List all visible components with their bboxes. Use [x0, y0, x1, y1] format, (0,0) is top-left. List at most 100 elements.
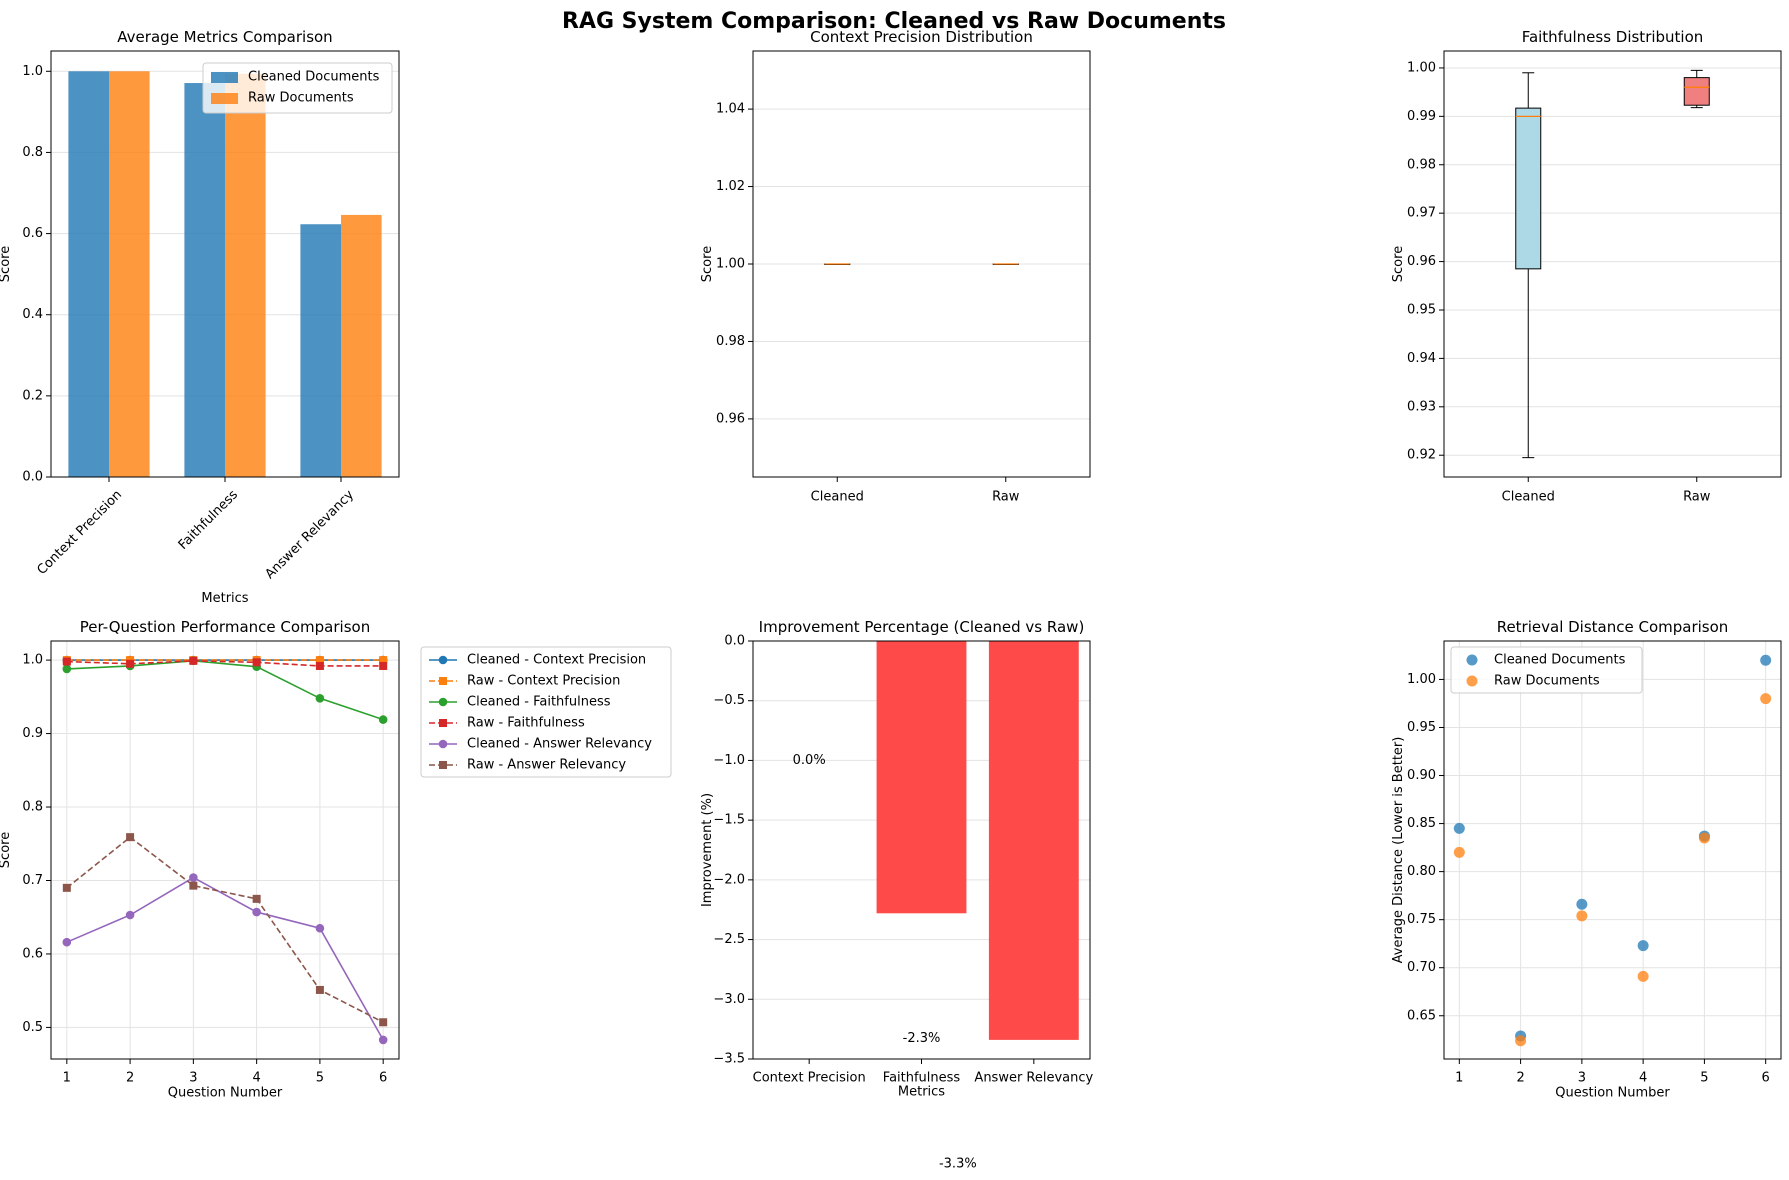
y-tick-label: −2.5 — [713, 932, 745, 947]
y-tick-label: 0.0 — [724, 634, 745, 649]
y-tick-label: 0.97 — [1407, 206, 1436, 221]
point — [438, 739, 448, 749]
y-tick-label: 0.93 — [1407, 399, 1436, 414]
point — [62, 883, 71, 892]
y-tick-label: −3.5 — [713, 1052, 745, 1067]
point — [252, 894, 261, 903]
x-tick-label: 3 — [1578, 1071, 1586, 1086]
y-tick-label: 0.75 — [1407, 912, 1436, 927]
y-tick-label: 0.0 — [22, 470, 43, 485]
chart-improvement-percentage: −3.5 −3.0 −2.5 −2.0 −1.5 −1.0 −0.5 0.0 Improveme… — [700, 618, 1094, 1172]
y-tick-label: 0.98 — [716, 334, 745, 349]
box — [1683, 77, 1710, 106]
point — [379, 656, 388, 665]
y-tick-label: −1.5 — [713, 813, 745, 828]
x-tick-label: 2 — [1516, 1071, 1524, 1086]
series-line — [66, 660, 384, 721]
point — [439, 761, 447, 769]
y-tick-label: 0.6 — [22, 226, 43, 241]
point — [439, 719, 447, 727]
chart-average-metrics: 0.0 0.2 0.4 0.6 0.8 1.0 Average Metrics Compar… — [0, 28, 400, 606]
legend-label: Cleaned - Faithfulness — [467, 695, 611, 710]
x-axis-label: Metrics — [201, 591, 248, 606]
x-tick-label: Context Precision — [34, 487, 125, 578]
chart-title: Improvement Percentage (Cleaned vs Raw) — [759, 618, 1085, 636]
point — [315, 656, 324, 665]
x-tick-label: 4 — [1639, 1071, 1647, 1086]
x-tick-label: 1 — [1455, 1071, 1463, 1086]
bar — [109, 71, 150, 478]
x-tick-label: Answer Relevancy — [262, 487, 357, 582]
bar — [988, 641, 1079, 1040]
plot-frame — [1443, 50, 1782, 478]
y-tick-label: 0.98 — [1407, 157, 1436, 172]
point — [252, 658, 261, 667]
y-tick-label: 0.95 — [1407, 302, 1436, 317]
point — [62, 657, 71, 666]
point — [126, 833, 135, 842]
y-tick-label: −2.0 — [713, 872, 745, 887]
y-axis-label: Score — [0, 832, 13, 868]
y-tick-label: 1.0 — [22, 653, 43, 668]
point — [439, 677, 447, 685]
chart-context-precision-distribution: 0.96 0.98 1.00 1.02 1.04 Context Precision Di… — [700, 28, 1091, 505]
y-tick-label: 1.00 — [1407, 672, 1436, 687]
x-tick-label: 2 — [126, 1071, 134, 1086]
x-tick-label: 5 — [1700, 1071, 1708, 1086]
y-tick-label: 0.94 — [1407, 351, 1436, 366]
y-tick-label: 0.99 — [1407, 109, 1436, 124]
point — [189, 656, 198, 665]
point — [378, 1035, 388, 1045]
legend-marker — [1466, 675, 1478, 687]
chart-retrieval-distance: 0.65 0.70 0.75 0.80 0.85 0.90 0.95 1.00 Retrieva… — [1391, 618, 1782, 1101]
bar — [876, 641, 967, 914]
y-tick-label: 1.00 — [1407, 60, 1436, 75]
y-axis-label: Score — [700, 246, 715, 282]
x-tick-label: Faithfulness — [883, 1071, 961, 1086]
legend-label: Cleaned Documents — [1494, 653, 1626, 668]
y-tick-label: 0.85 — [1407, 816, 1436, 831]
y-axis-label: Improvement (%) — [700, 793, 715, 907]
point — [189, 873, 198, 882]
x-tick-label: Context Precision — [753, 1071, 866, 1086]
point — [315, 985, 324, 994]
x-tick-label: 4 — [252, 1071, 260, 1086]
point — [252, 907, 261, 917]
x-tick-label: Answer Relevancy — [974, 1071, 1093, 1086]
point — [62, 664, 72, 674]
bar — [225, 73, 266, 477]
y-tick-label: 0.2 — [22, 388, 43, 403]
point — [379, 1018, 388, 1027]
y-tick-label: −1.0 — [713, 753, 745, 768]
point — [315, 923, 325, 933]
y-tick-label: 1.00 — [716, 257, 745, 272]
x-tick-label: Faithfulness — [176, 487, 242, 553]
chart-title: Context Precision Distribution — [810, 28, 1033, 46]
chart-title: Faithfulness Distribution — [1522, 28, 1704, 46]
y-tick-label: 0.96 — [716, 411, 745, 426]
point — [189, 881, 198, 890]
x-axis-label: Metrics — [898, 1085, 945, 1100]
series-line — [66, 876, 384, 1041]
legend-label: Raw - Answer Relevancy — [467, 758, 626, 773]
y-tick-label: 0.96 — [1407, 254, 1436, 269]
point — [1576, 910, 1588, 922]
y-tick-label: 0.95 — [1407, 720, 1436, 735]
point — [315, 661, 324, 670]
x-axis-label: Question Number — [168, 1086, 283, 1101]
point — [125, 910, 135, 920]
point — [379, 661, 388, 670]
y-tick-label: 0.7 — [22, 873, 43, 888]
series-line — [66, 836, 384, 1023]
point — [1453, 846, 1465, 858]
x-tick-label: 6 — [1762, 1071, 1770, 1086]
bar — [68, 71, 109, 478]
y-tick-label: −3.0 — [713, 992, 745, 1007]
y-tick-label: 0.9 — [22, 726, 43, 741]
data-label: 0.0% — [793, 753, 826, 768]
legend-label: Raw - Faithfulness — [467, 716, 585, 731]
chart-title: Per-Question Performance Comparison — [80, 618, 370, 636]
point — [126, 659, 135, 668]
y-tick-label: 0.70 — [1407, 960, 1436, 975]
bar — [300, 224, 341, 477]
